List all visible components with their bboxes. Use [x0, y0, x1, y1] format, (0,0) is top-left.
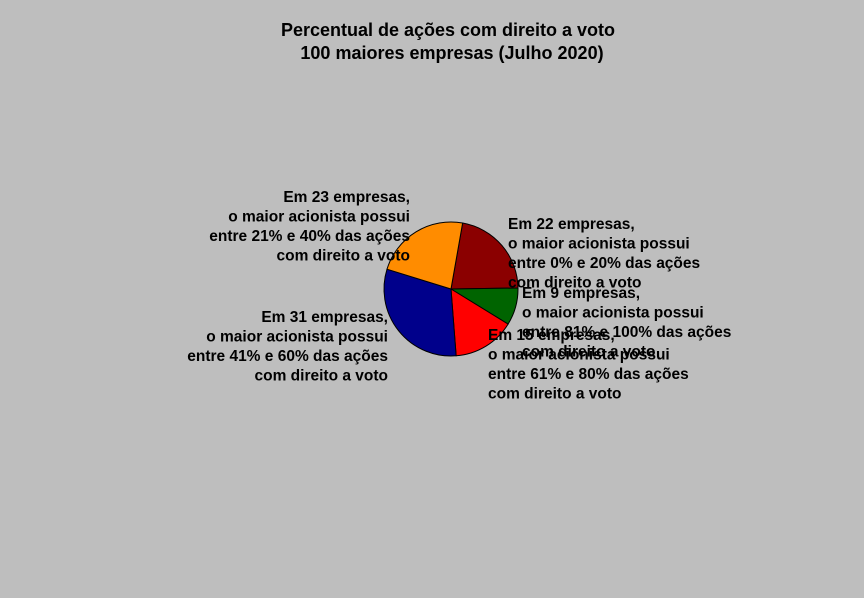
- slice-label-0: Em 22 empresas, o maior acionista possui e…: [508, 216, 700, 292]
- slice-label-line: Em 22 empresas,: [508, 216, 635, 233]
- slice-label-line: o maior acionista possui: [522, 305, 704, 322]
- slice-label-line: entre 0% e 20% das ações: [508, 255, 700, 272]
- slice-label-line: com direito a voto: [277, 248, 411, 265]
- slice-label-2: Em 15 empresas, o maior acionista possui e…: [488, 327, 689, 403]
- slice-label-line: Em 23 empresas,: [283, 189, 410, 206]
- slice-label-line: entre 81% e 100% das ações: [522, 324, 731, 341]
- slice-label-line: com direito a voto: [255, 368, 389, 385]
- slice-label-line: com direito a voto: [488, 386, 622, 403]
- slice-label-3: Em 31 empresas, o maior acionista possui e…: [187, 309, 388, 385]
- slice-label-line: entre 61% e 80% das ações: [488, 366, 689, 383]
- pie-slices: [383, 221, 519, 357]
- pie-slice-0: [450, 222, 519, 290]
- slice-label-line: entre 21% e 40% das ações: [209, 228, 410, 245]
- pie-slice-4: [386, 221, 464, 290]
- pie-slice-2: [450, 288, 509, 357]
- chart-subtitle: 100 maiores empresas (Julho 2020): [300, 43, 603, 63]
- slice-label-line: com direito a voto: [508, 275, 642, 292]
- slice-label-line: Em 9 empresas,: [522, 285, 640, 302]
- slice-label-4: Em 23 empresas, o maior acionista possui e…: [209, 189, 410, 265]
- slice-label-1: Em 9 empresas, o maior acionista possui en…: [522, 285, 731, 361]
- slice-label-line: com direito a voto: [522, 344, 656, 361]
- pie-slice-3: [383, 268, 457, 357]
- slice-label-line: entre 41% e 60% das ações: [187, 348, 388, 365]
- slice-label-line: o maior acionista possui: [206, 329, 388, 346]
- slice-label-line: o maior acionista possui: [508, 236, 690, 253]
- slice-label-line: Em 31 empresas,: [261, 309, 388, 326]
- slice-label-line: Em 15 empresas,: [488, 327, 615, 344]
- pie-labels: Em 22 empresas, o maior acionista possui e…: [187, 189, 731, 403]
- slice-label-line: o maior acionista possui: [488, 347, 670, 364]
- chart-title: Percentual de ações com direito a voto: [281, 20, 615, 40]
- slice-label-line: o maior acionista possui: [228, 209, 410, 226]
